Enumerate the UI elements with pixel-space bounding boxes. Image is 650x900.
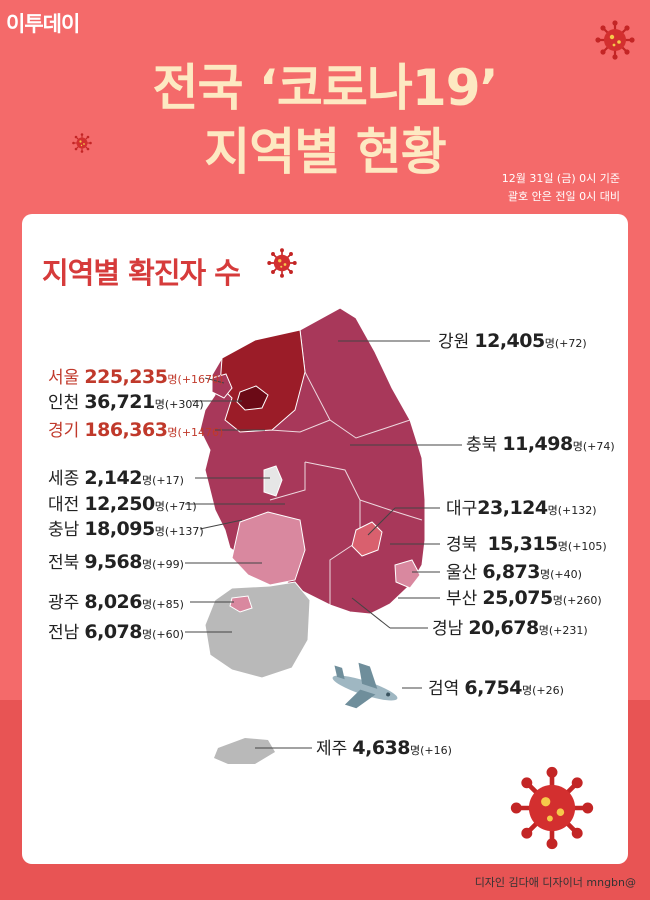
map-jeonbuk	[231, 511, 306, 586]
map-gwangju	[229, 595, 253, 613]
label-ulsan: 울산 6,873명(+40)	[446, 561, 582, 583]
map-daegu	[351, 521, 383, 557]
virus-icon	[594, 19, 636, 61]
label-jeonbuk: 전북 9,568명(+99)	[48, 551, 184, 573]
map-jeju	[214, 738, 275, 764]
label-jeju: 제주 4,638명(+16)	[316, 737, 452, 759]
map-sejong	[263, 465, 283, 497]
basis-date: 12월 31일 (금) 0시 기준	[501, 172, 620, 185]
virus-icon	[71, 132, 93, 154]
map-seoul	[236, 385, 269, 411]
leader-lines	[185, 340, 462, 749]
label-sejong: 세종 2,142명(+17)	[48, 467, 184, 489]
title-line2: 지역별 현황	[204, 123, 446, 181]
label-gyeongbuk: 경북 15,315명(+105)	[446, 533, 607, 555]
map-ulsan	[394, 559, 421, 589]
basis-note: 괄호 안은 전일 0시 대비	[507, 190, 620, 203]
label-daejeon: 대전 12,250명(+71)	[48, 493, 197, 515]
map-incheon	[211, 373, 233, 399]
brand-logo: 이투데이	[6, 12, 80, 36]
label-gangwon: 강원 12,405명(+72)	[438, 330, 587, 352]
label-gyeonggi: 경기 186,363명(+1476)	[48, 419, 224, 441]
label-chungnam: 충남 18,095명(+137)	[48, 518, 204, 540]
map-jeonnam	[204, 581, 311, 679]
virus-icon	[266, 247, 298, 279]
label-chungbuk: 충북 11,498명(+74)	[466, 433, 615, 455]
label-incheon: 인천 36,721명(+304)	[48, 391, 204, 413]
label-seoul: 서울 225,235명(+1670)	[48, 366, 224, 388]
section-title: 지역별 확진자 수	[42, 256, 241, 290]
virus-icon	[511, 767, 593, 849]
designer-credit: 디자인 김다애 디자이너 mngbn@	[474, 876, 636, 889]
label-gyeongnam: 경남 20,678명(+231)	[432, 617, 588, 639]
label-jeonnam: 전남 6,078명(+60)	[48, 621, 184, 643]
airplane-icon	[332, 662, 398, 709]
label-quarantine: 검역 6,754명(+26)	[428, 677, 564, 699]
title-line1: 전국 ‘코로나19’	[152, 59, 499, 117]
label-gwangju: 광주 8,026명(+85)	[48, 591, 184, 613]
label-daegu: 대구23,124명(+132)	[446, 497, 597, 519]
label-busan: 부산 25,075명(+260)	[446, 587, 602, 609]
